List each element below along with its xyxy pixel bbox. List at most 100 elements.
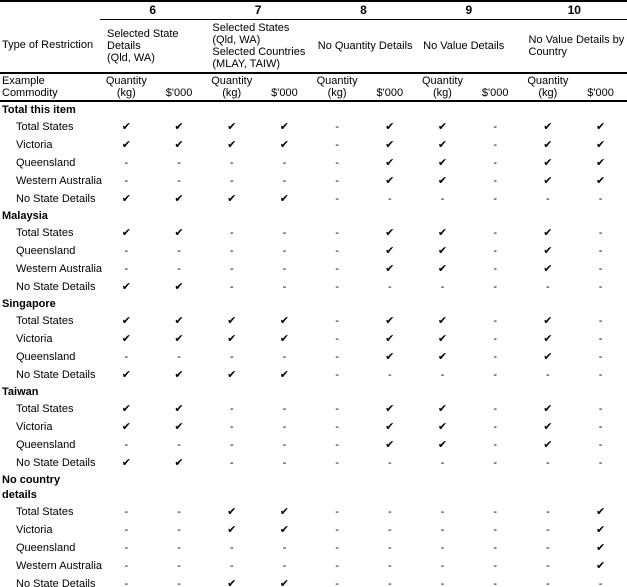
dash-mark: - (335, 174, 339, 187)
dash-mark: - (387, 559, 392, 572)
dash-mark: - (229, 420, 234, 433)
dash-mark: - (282, 402, 287, 415)
dash-mark: - (440, 523, 445, 536)
value-header: $'000 (468, 72, 522, 102)
dash-mark: - (493, 456, 497, 469)
check-mark: ✔ (385, 138, 395, 151)
check-mark: ✔ (227, 332, 237, 345)
dash-mark: - (598, 192, 603, 205)
dash-mark: - (598, 332, 603, 345)
dash-mark: - (335, 559, 339, 572)
dash-mark: - (229, 456, 234, 469)
dash-mark: - (335, 420, 339, 433)
check-mark: ✔ (279, 505, 290, 518)
check-mark: ✔ (174, 192, 184, 205)
check-mark: ✔ (258, 574, 311, 587)
dash-mark: - (440, 192, 445, 205)
dash-mark: - (416, 574, 469, 587)
dash-mark: - (546, 505, 550, 518)
row-label: Queensland (16, 438, 76, 451)
dash-mark: - (124, 156, 129, 169)
dash-mark: - (229, 438, 234, 451)
dash-mark: - (335, 280, 339, 293)
check-mark: ✔ (543, 402, 553, 415)
row-label: Queensland (16, 541, 76, 554)
quantity-kg-header: Quantity (kg) (100, 72, 153, 102)
check-mark: ✔ (543, 314, 553, 327)
dash-mark: - (282, 559, 287, 572)
row-label: Total States (16, 505, 74, 518)
section-header-row: No country details (0, 472, 627, 503)
dash-mark: - (387, 505, 392, 518)
check-mark: ✔ (121, 402, 131, 415)
check-mark: ✔ (121, 226, 131, 239)
dash-mark: - (177, 262, 181, 275)
check-mark: ✔ (174, 280, 184, 293)
dash-mark: - (387, 523, 392, 536)
check-mark: ✔ (385, 438, 395, 451)
row-label: Western Australia (16, 174, 103, 187)
check-mark: ✔ (385, 156, 395, 169)
dash-mark: - (229, 226, 234, 239)
dash-mark: - (493, 192, 497, 205)
table-row: Total States - - ✔ ✔ - - - - - ✔ (0, 503, 627, 521)
dash-mark: - (387, 541, 392, 554)
table-row: Victoria ✔ ✔ ✔ ✔ - ✔ ✔ - ✔ - (0, 330, 627, 348)
check-mark: ✔ (121, 120, 131, 133)
section-header-row: Singapore (0, 296, 627, 312)
table-row: Total States ✔ ✔ ✔ ✔ - ✔ ✔ - ✔ - (0, 312, 627, 330)
check-mark: ✔ (437, 402, 448, 415)
dash-mark: - (124, 350, 129, 363)
dash-mark: - (229, 350, 234, 363)
dash-mark: - (493, 226, 497, 239)
quantity-kg-header: Quantity (kg) (521, 72, 575, 102)
quantity-kg-header: Quantity (kg) (310, 72, 364, 102)
dash-mark: - (335, 226, 339, 239)
value-header: $'000 (574, 72, 627, 102)
check-mark: ✔ (205, 574, 259, 587)
group-description-9: No Value Details (416, 19, 522, 74)
check-mark: ✔ (385, 420, 395, 433)
check-mark: ✔ (174, 402, 184, 415)
table-body: Total this item Total States ✔ ✔ ✔ ✔ - ✔ ✔ - ✔ ✔ Vic… (0, 101, 627, 587)
check-mark: ✔ (279, 523, 290, 536)
check-mark: ✔ (227, 192, 237, 205)
check-mark: ✔ (595, 559, 606, 572)
group-number-8: 8 (310, 1, 417, 20)
check-mark: ✔ (174, 456, 184, 469)
check-mark: ✔ (121, 456, 131, 469)
check-mark: ✔ (437, 438, 448, 451)
check-mark: ✔ (227, 314, 237, 327)
table-row: Total States ✔ ✔ - - - ✔ ✔ - ✔ - (0, 400, 627, 418)
check-mark: ✔ (121, 368, 131, 381)
dash-mark: - (229, 244, 234, 257)
dash-mark: - (124, 174, 129, 187)
section-header-row: Total this item (0, 101, 627, 118)
table-row: No State Details ✔ ✔ ✔ ✔ - - - - - - (0, 190, 627, 208)
dash-mark: - (177, 174, 181, 187)
dash-mark: - (493, 402, 497, 415)
row-label: Victoria (16, 523, 53, 536)
check-mark: ✔ (174, 420, 184, 433)
dash-mark: - (335, 456, 339, 469)
dash-mark: - (229, 559, 234, 572)
corner-cell (0, 1, 100, 19)
dash-mark: - (440, 541, 445, 554)
row-label: Queensland (16, 350, 76, 363)
dash-mark: - (440, 280, 445, 293)
section-header-row: Taiwan (0, 384, 627, 400)
value-header: $'000 (258, 72, 311, 102)
dash-mark: - (282, 420, 287, 433)
dash-mark: - (468, 574, 522, 587)
table-row: Total States ✔ ✔ ✔ ✔ - ✔ ✔ - ✔ ✔ (0, 118, 627, 136)
check-mark: ✔ (385, 262, 395, 275)
check-mark: ✔ (543, 420, 553, 433)
check-mark: ✔ (385, 350, 395, 363)
check-mark: ✔ (543, 226, 553, 239)
table-row: Victoria - - ✔ ✔ - - - - - ✔ (0, 521, 627, 539)
check-mark: ✔ (385, 174, 395, 187)
quantity-kg-header: Quantity (kg) (416, 72, 469, 102)
check-mark: ✔ (437, 332, 448, 345)
check-mark: ✔ (437, 120, 448, 133)
